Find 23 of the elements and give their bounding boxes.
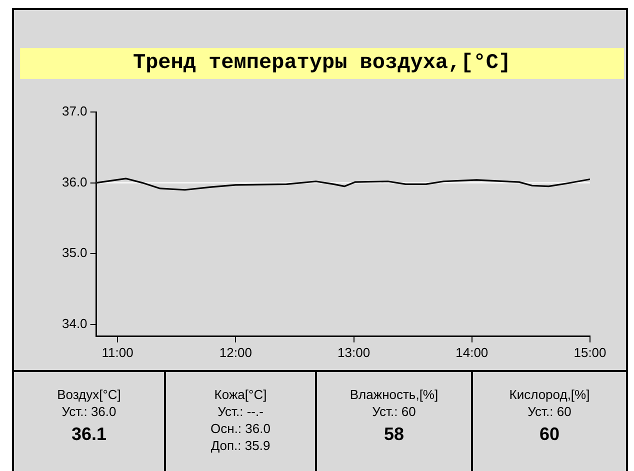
text: Осн.: 36.0 bbox=[210, 420, 272, 437]
chart-title: Тренд температуры воздуха,[°C] bbox=[20, 48, 624, 79]
y-tick-label: 36.0 bbox=[62, 174, 88, 190]
text: Уст.: --.- bbox=[216, 403, 264, 420]
text: Уст.: 36.0 bbox=[60, 403, 118, 420]
y-tick-label: 37.0 bbox=[62, 104, 88, 119]
y-tick-label: 34.0 bbox=[62, 316, 88, 331]
text: 60 bbox=[538, 424, 561, 444]
x-tick-label: 15:00 bbox=[574, 344, 606, 360]
text: Кожа[°C] bbox=[213, 386, 268, 403]
text: 58 bbox=[382, 424, 406, 444]
x-tick-label: 12:00 bbox=[219, 344, 252, 360]
text: Уст.: 60 bbox=[371, 403, 417, 420]
text: 36.1 bbox=[70, 424, 108, 444]
text: Воздух[°C] bbox=[56, 386, 122, 403]
text: Уст.: 60 bbox=[526, 403, 572, 420]
y-tick-label: 35.0 bbox=[62, 245, 88, 260]
x-tick-label: 14:00 bbox=[456, 344, 488, 360]
x-tick-label: 13:00 bbox=[338, 344, 370, 360]
text: Доп.: 35.9 bbox=[210, 437, 272, 454]
x-tick-label: 11:00 bbox=[102, 344, 134, 360]
text: Кислород,[%] bbox=[508, 386, 591, 403]
text: Влажность,[%] bbox=[348, 386, 440, 403]
